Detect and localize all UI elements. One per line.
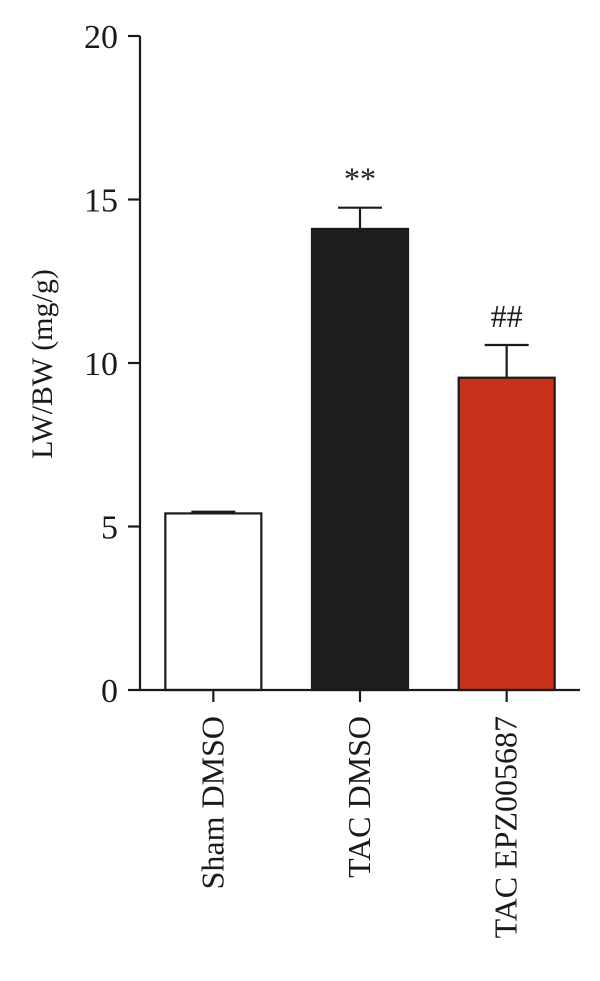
y-axis-title: LW/BW (mg/g) xyxy=(26,269,59,459)
y-tick-label: 20 xyxy=(84,19,118,56)
x-tick-label: Sham DMSO xyxy=(194,716,230,889)
y-tick-label: 5 xyxy=(101,510,118,547)
significance-label: ** xyxy=(344,161,376,197)
significance-label: ## xyxy=(491,298,523,334)
y-tick-label: 0 xyxy=(101,673,118,710)
bar xyxy=(164,512,263,692)
x-tick-label: TAC EPZ005687 xyxy=(488,716,524,938)
bar xyxy=(310,227,410,692)
y-tick-label: 10 xyxy=(84,346,118,383)
y-axis: 0 5 10 15 20 xyxy=(84,19,142,710)
bars: ** ## xyxy=(164,161,556,692)
x-tick-label: TAC DMSO xyxy=(341,716,377,878)
y-tick-label: 15 xyxy=(84,183,118,220)
x-axis: Sham DMSO TAC DMSO TAC EPZ005687 xyxy=(140,688,580,938)
bar xyxy=(457,376,556,692)
